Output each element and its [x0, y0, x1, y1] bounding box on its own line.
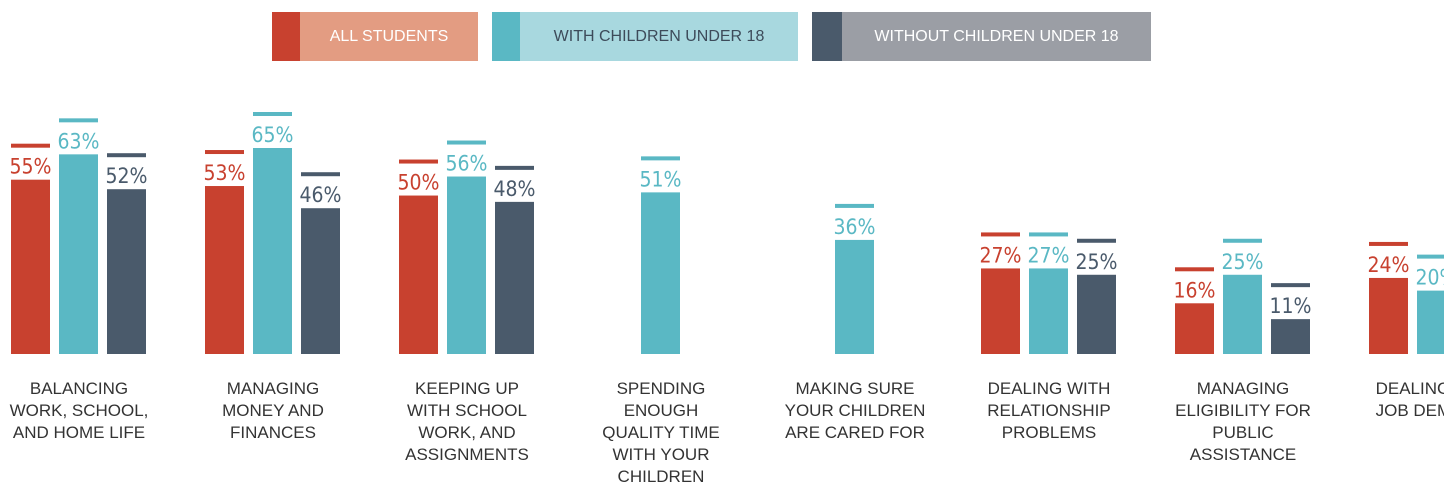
category-label: MANAGING ELIGIBILITY FOR PUBLIC ASSISTAN…: [1168, 378, 1318, 466]
bar: [1271, 319, 1310, 354]
value-label: 20%: [1416, 266, 1444, 290]
bar: [1369, 278, 1408, 354]
legend-swatch: [272, 12, 300, 61]
legend-label: WITHOUT CHILDREN UNDER 18: [874, 28, 1118, 45]
bar: [253, 148, 292, 354]
category-label: SPENDING ENOUGH QUALITY TIME WITH YOUR C…: [586, 378, 736, 488]
bar-cap: [641, 156, 680, 160]
bar-cap: [1029, 232, 1068, 236]
bar-cap: [301, 172, 340, 176]
category-label: DEALING WITH JOB DEMANDS: [1362, 378, 1444, 422]
bar: [301, 208, 340, 354]
value-label: 27%: [980, 243, 1022, 267]
bar: [495, 202, 534, 354]
bar-cap: [253, 112, 292, 116]
bar-cap: [1369, 242, 1408, 246]
bar: [59, 154, 98, 354]
bar-cap: [1077, 239, 1116, 243]
value-label: 25%: [1076, 250, 1118, 274]
bar: [447, 177, 486, 354]
value-label: 63%: [58, 129, 100, 153]
bar: [1175, 303, 1214, 354]
bar-cap: [107, 153, 146, 157]
bar-cap: [447, 141, 486, 145]
legend-swatch: [492, 12, 520, 61]
bar: [11, 180, 50, 354]
bar: [981, 268, 1020, 354]
bar: [1077, 275, 1116, 354]
category-label: MAKING SURE YOUR CHILDREN ARE CARED FOR: [780, 378, 930, 444]
value-label: 56%: [446, 152, 488, 176]
value-label: 55%: [10, 155, 52, 179]
bar: [1417, 291, 1444, 354]
category-label: MANAGING MONEY AND FINANCES: [198, 378, 348, 444]
bar-cap: [399, 160, 438, 164]
legend-swatch: [812, 12, 842, 61]
value-label: 24%: [1368, 253, 1410, 277]
value-label: 46%: [300, 183, 342, 207]
value-label: 16%: [1174, 278, 1216, 302]
category-label: DEALING WITH RELATIONSHIP PROBLEMS: [974, 378, 1124, 444]
bar-cap: [11, 144, 50, 148]
bar: [107, 189, 146, 354]
value-label: 52%: [106, 164, 148, 188]
category-label: KEEPING UP WITH SCHOOL WORK, AND ASSIGNM…: [392, 378, 542, 466]
bar-cap: [1223, 239, 1262, 243]
value-label: 53%: [204, 161, 246, 185]
bar-cap: [981, 232, 1020, 236]
bar-cap: [205, 150, 244, 154]
bar-cap: [59, 118, 98, 122]
bar: [641, 192, 680, 354]
legend-label: ALL STUDENTS: [330, 28, 449, 45]
legend-label: WITH CHILDREN UNDER 18: [554, 28, 765, 45]
value-label: 27%: [1028, 243, 1070, 267]
value-label: 48%: [494, 177, 536, 201]
category-label: BALANCING WORK, SCHOOL, AND HOME LIFE: [9, 378, 149, 444]
bar-cap: [1271, 283, 1310, 287]
bar-cap: [495, 166, 534, 170]
bar: [205, 186, 244, 354]
bar: [1029, 268, 1068, 354]
bar: [399, 196, 438, 354]
value-label: 11%: [1270, 294, 1312, 318]
bar: [1223, 275, 1262, 354]
bar-cap: [1175, 267, 1214, 271]
value-label: 36%: [834, 215, 876, 239]
bar-cap: [835, 204, 874, 208]
value-label: 51%: [640, 167, 682, 191]
bar: [835, 240, 874, 354]
bar-cap: [1417, 255, 1444, 259]
value-label: 25%: [1222, 250, 1264, 274]
value-label: 65%: [252, 123, 294, 147]
value-label: 50%: [398, 171, 440, 195]
